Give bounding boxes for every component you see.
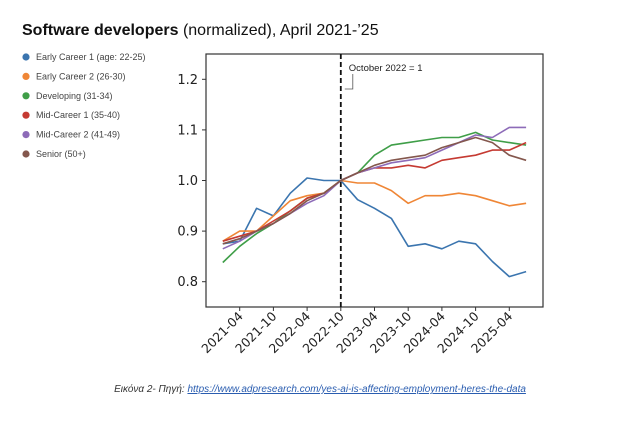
series-line [222, 179, 527, 242]
axes-frame [205, 53, 544, 308]
legend-marker [22, 53, 30, 61]
figure-caption: Εικόνα 2- Πηγή: https://www.adpresearch.… [0, 384, 640, 395]
legend-marker [22, 111, 30, 119]
chart-title: Software developers (normalized), April … [22, 22, 379, 39]
legend-label: Mid-Career 2 (41-49) [36, 130, 120, 140]
legend-label: Early Career 2 (26-30) [36, 71, 126, 81]
legend-marker [22, 92, 30, 100]
legend-label: Developing (31-34) [36, 91, 113, 101]
legend-label: Senior (50+) [36, 149, 86, 159]
caption-prefix: Εικόνα 2- Πηγή: [114, 384, 188, 395]
y-tick-label: 1.0 [177, 174, 198, 189]
legend-marker [22, 72, 30, 80]
chart-title-rest: (normalized), April 2021-’25 [179, 22, 379, 39]
legend-label: Early Career 1 (age: 22-25) [36, 52, 146, 62]
legend-label: Mid-Career 1 (35-40) [36, 110, 120, 120]
y-tick-label: 1.1 [177, 123, 198, 138]
y-tick-label: 1.2 [177, 73, 198, 88]
legend-marker [22, 131, 30, 139]
legend: Early Career 1 (age: 22-25) Early Career … [22, 52, 146, 159]
y-tick-label: 0.8 [177, 275, 198, 290]
plot-area: 0.80.91.01.11.22021-042021-102022-042022… [177, 53, 544, 356]
reference-label: October 2022 = 1 [349, 63, 423, 74]
legend-marker [22, 150, 30, 158]
y-tick-label: 0.9 [177, 225, 198, 240]
reference-label-pointer [344, 74, 354, 90]
series-line [222, 126, 527, 250]
chart-title-bold: Software developers [22, 22, 179, 39]
series-line [222, 136, 527, 245]
source-link[interactable]: https://www.adpresearch.com/yes-ai-is-af… [187, 384, 526, 395]
